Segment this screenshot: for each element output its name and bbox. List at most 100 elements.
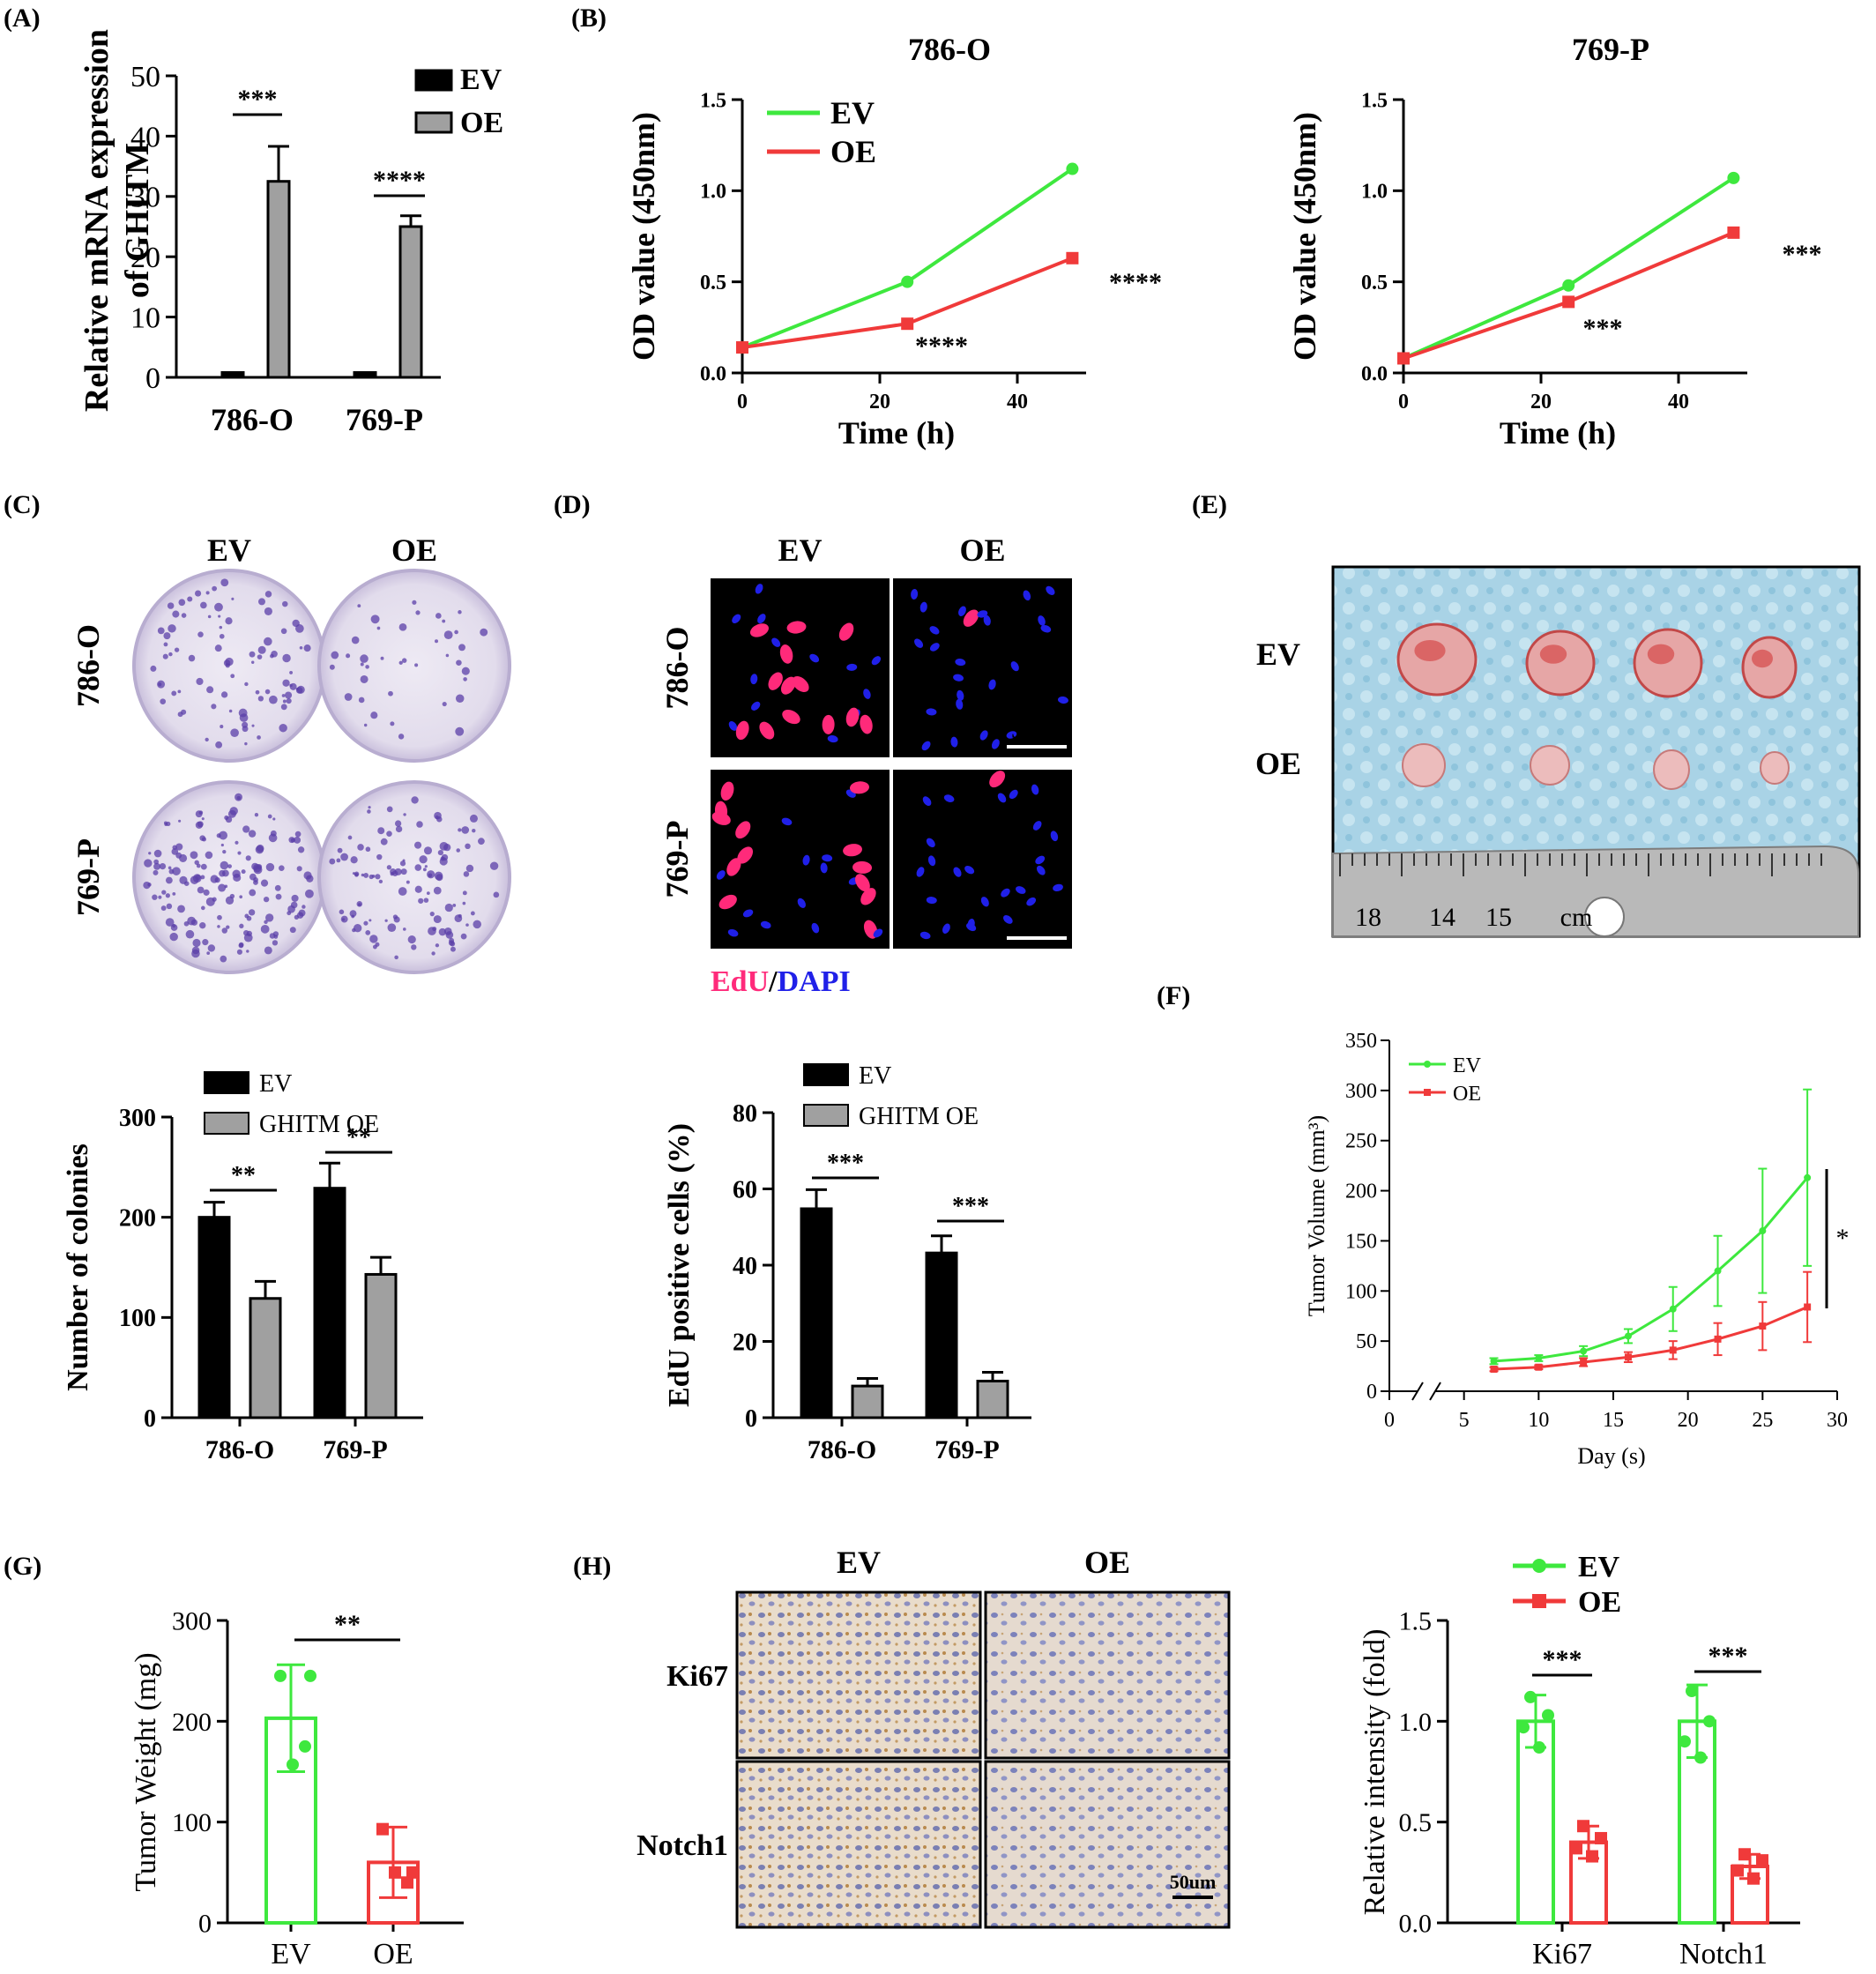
d-scale-label: 50um (1011, 720, 1061, 743)
b2-point-oe (1727, 226, 1740, 239)
dapi-nucleus (979, 730, 988, 741)
colony-dot (220, 843, 224, 847)
panel-label-G: (G) (4, 1552, 41, 1581)
dapi-nucleus (911, 589, 919, 600)
edu-positive-nucleus (779, 644, 793, 664)
colony-dot (258, 598, 266, 606)
d-legend-swatch-oe (803, 1104, 849, 1127)
c-bar-ev (197, 1216, 231, 1419)
dapi-nucleus (943, 794, 955, 802)
c-x-category-label: 769-P (323, 1435, 387, 1464)
h-point-ev (1533, 1741, 1545, 1754)
colony-dot (401, 658, 407, 663)
dapi-nucleus (727, 928, 739, 937)
colony-dot (398, 622, 407, 631)
colony-dot (416, 821, 423, 828)
colony-dot (303, 644, 311, 652)
d-column-label: EV (778, 533, 822, 568)
dapi-nucleus (950, 736, 958, 748)
colony-dot (415, 610, 421, 615)
tumor-vessel (1752, 649, 1773, 668)
colony-dot (195, 590, 202, 597)
c-bar-oe (249, 1297, 282, 1419)
f-y-tick-label: 200 (1345, 1181, 1377, 1203)
a-y-tick-label: 10 (130, 302, 160, 335)
d-scale-label: 50um (1011, 912, 1061, 935)
edu-positive-nucleus (726, 858, 741, 876)
colony-dot (360, 654, 368, 663)
colony-dot (367, 809, 371, 814)
colony-dot (165, 918, 175, 927)
b2-point-ev (1562, 279, 1575, 292)
b1-series-line-oe (741, 256, 1074, 350)
colony-dot (292, 619, 300, 628)
colony-dot (375, 874, 381, 880)
c-row-label: 769-P (71, 838, 106, 916)
colony-dot (456, 848, 461, 853)
colony-dot (225, 663, 230, 668)
colony-dot (358, 696, 365, 704)
c-y-tick-label: 0 (144, 1405, 156, 1433)
panel-label-H: (H) (573, 1552, 611, 1581)
g-point-ev (274, 1669, 287, 1682)
ihc-image (735, 1590, 982, 1760)
colony-dot (153, 869, 159, 875)
colony-dot (429, 912, 435, 917)
edu-positive-nucleus (850, 781, 869, 794)
colony-dot (286, 697, 292, 704)
dapi-nucleus (1003, 915, 1013, 924)
colony-dot (329, 858, 336, 865)
colony-dot (205, 737, 209, 742)
colony-dot (456, 659, 462, 667)
colony-dot (234, 793, 242, 801)
colony-dot (442, 702, 447, 707)
colony-dot (236, 949, 242, 955)
dapi-nucleus (964, 865, 975, 875)
colony-dot (294, 836, 302, 844)
b2-y-tick-label: 1.5 (1361, 89, 1388, 112)
dapi-nucleus (926, 708, 937, 716)
colony-dot (239, 713, 249, 722)
h-sig-label: *** (1543, 1645, 1582, 1674)
d-bar-oe (851, 1384, 884, 1419)
f-y-tick-label: 0 (1366, 1381, 1377, 1404)
colony-dot (257, 654, 263, 660)
colony-dot (153, 862, 161, 870)
colony-dot (150, 665, 157, 672)
colony-dot (480, 628, 488, 637)
colony-dot (248, 909, 256, 916)
colony-dot (336, 858, 341, 863)
panel-label-B: (B) (571, 4, 607, 33)
colony-dot (260, 879, 269, 887)
g-y-tick-label: 200 (172, 1708, 212, 1737)
stain-separator: / (768, 965, 778, 998)
colony-dot (463, 871, 470, 877)
b2-y-tick-label: 1.0 (1361, 181, 1388, 204)
dapi-nucleus (914, 638, 924, 648)
colony-dot (372, 944, 377, 950)
colony-dot (436, 613, 442, 619)
colony-dot (206, 686, 214, 694)
dapi-nucleus (751, 701, 761, 711)
colony-dot (264, 946, 272, 955)
colony-dot (212, 897, 217, 902)
colony-dot (165, 893, 170, 898)
colony-dot (443, 844, 451, 852)
colony-dot (152, 894, 158, 900)
dapi-nucleus (781, 817, 793, 826)
colony-dot (190, 919, 198, 926)
dapi-nucleus (1001, 888, 1010, 898)
colony-dot (380, 838, 388, 845)
colony-dot (289, 927, 296, 934)
d-bar-ev (800, 1207, 833, 1419)
b2-y-tick-label: 0.5 (1361, 272, 1388, 294)
colony-dot (143, 881, 151, 890)
colony-dot (433, 886, 442, 895)
colony-dot (199, 921, 206, 929)
b2-sig-label: *** (1583, 314, 1623, 343)
b2-y-tick-label: 0.0 (1361, 362, 1388, 385)
f-sig-label: * (1836, 1224, 1850, 1253)
colony-dot (444, 903, 453, 913)
colony-dot (257, 696, 264, 702)
colony-dot (196, 863, 201, 868)
